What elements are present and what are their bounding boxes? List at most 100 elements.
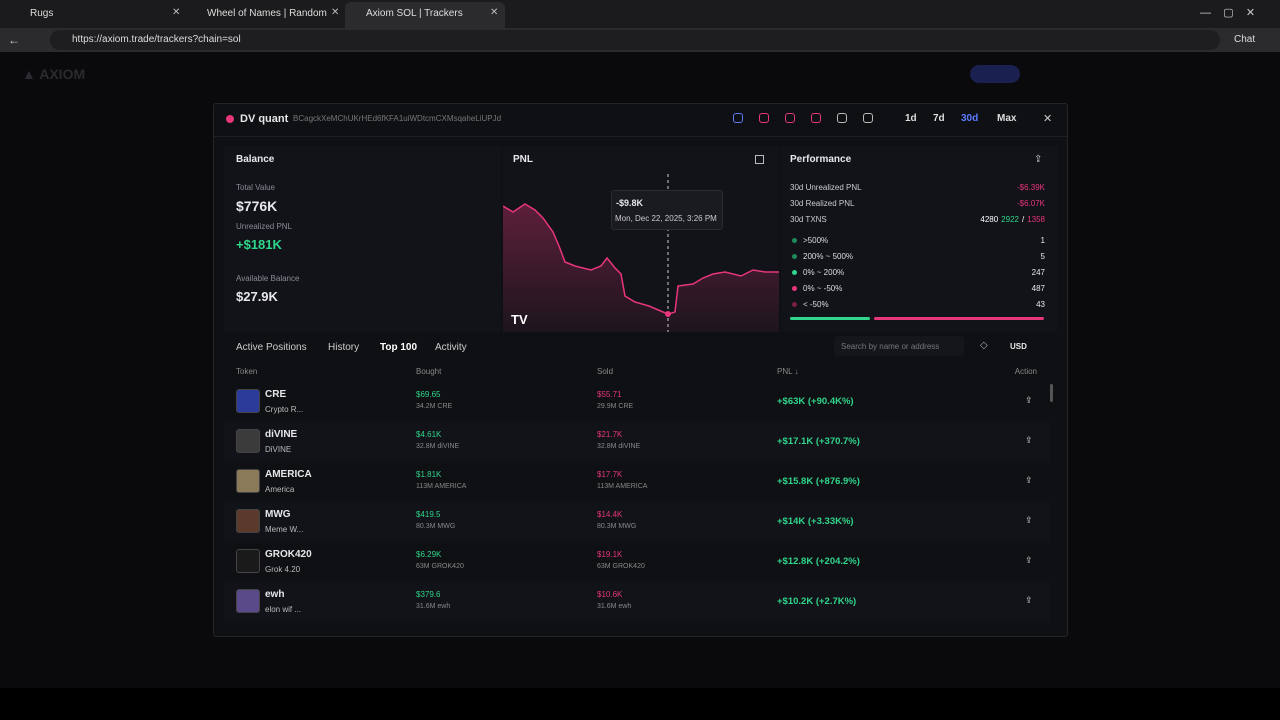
- close-button[interactable]: ✕: [1043, 113, 1053, 125]
- pnl-value: +$63K (+90.4K%): [777, 396, 854, 407]
- sold-value: $10.6K: [597, 590, 623, 599]
- bought-amount: 63M GROK420: [416, 563, 464, 570]
- timeframe-button[interactable]: 7d: [933, 113, 945, 124]
- table-row[interactable]: [224, 501, 1050, 541]
- browser-tab[interactable]: Rugs: [30, 8, 54, 19]
- wallet-icon: [226, 115, 234, 123]
- stat-label: 30d TXNS: [790, 215, 827, 224]
- browser-tab[interactable]: Axiom SOL | Trackers: [366, 8, 463, 19]
- header-icon[interactable]: [811, 113, 821, 123]
- table-row[interactable]: [224, 381, 1050, 421]
- txns-sells: 1358: [1027, 215, 1045, 224]
- token-symbol: GROK420: [265, 549, 312, 560]
- pnl-value: +$14K (+3.33K%): [777, 516, 854, 527]
- bucket-label: 200% ~ 500%: [803, 252, 854, 261]
- token-icon: [236, 389, 260, 413]
- txns: 4280 2922/1358: [980, 215, 1045, 224]
- share-button[interactable]: ⇪: [1025, 395, 1033, 405]
- bought-amount: 32.8M diVINE: [416, 443, 460, 450]
- column-header: Sold: [597, 367, 614, 376]
- share-button[interactable]: ⇪: [1025, 475, 1033, 485]
- token-symbol: AMERICA: [265, 469, 312, 480]
- back-button[interactable]: ←: [8, 33, 20, 47]
- column-header: Token: [236, 367, 258, 376]
- pnl-value: +$12.8K (+204.2%): [777, 556, 860, 567]
- timeframe-button[interactable]: 30d: [961, 113, 979, 124]
- sold-value: $17.7K: [597, 470, 623, 479]
- stat-label: 30d Realized PNL: [790, 199, 855, 208]
- pnl-area: [503, 204, 779, 332]
- token-name: Crypto R...: [265, 405, 304, 414]
- url[interactable]: https://axiom.trade/trackers?chain=sol: [72, 34, 241, 45]
- bucket-label: 0% ~ -50%: [803, 284, 843, 293]
- address-bar[interactable]: [50, 30, 1220, 50]
- share-button[interactable]: ⇪: [1025, 595, 1033, 605]
- tab-close[interactable]: ✕: [331, 7, 340, 18]
- tab-close[interactable]: ✕: [490, 7, 499, 18]
- search-placeholder[interactable]: Search by name or address: [841, 342, 940, 351]
- tab[interactable]: Activity: [435, 342, 467, 353]
- panel-title: Performance: [790, 154, 852, 165]
- tab-bar: [0, 0, 1280, 28]
- bought-amount: 34.2M CRE: [416, 403, 453, 410]
- header-icon[interactable]: [759, 113, 769, 123]
- header-icon[interactable]: [837, 113, 847, 123]
- share-icon[interactable]: ⇪: [1034, 154, 1043, 165]
- column-header[interactable]: PNL ↓: [777, 367, 799, 376]
- timeframe-button[interactable]: Max: [997, 113, 1017, 124]
- wallet-name: DV quant: [240, 113, 289, 125]
- sold-amount: 32.8M diVINE: [597, 443, 641, 450]
- tab[interactable]: Top 100: [380, 342, 418, 353]
- tooltip-value: -$9.8K: [616, 198, 644, 208]
- timeframe-button[interactable]: 1d: [905, 113, 917, 124]
- chat-button[interactable]: Chat: [1234, 34, 1256, 45]
- currency-toggle[interactable]: USD: [1010, 342, 1027, 351]
- browser-tab[interactable]: Wheel of Names | Random name ...: [207, 8, 327, 19]
- bucket-dot: [792, 286, 797, 291]
- stat-value: -$6.07K: [1016, 199, 1045, 208]
- label: Unrealized PNL: [236, 222, 293, 231]
- bucket-label: < -50%: [803, 300, 829, 309]
- bought-value: $6.29K: [416, 550, 442, 559]
- search-box[interactable]: [834, 336, 964, 356]
- share-button[interactable]: ⇪: [1025, 435, 1033, 445]
- header-icon[interactable]: [733, 113, 743, 123]
- total-value: $776K: [236, 198, 278, 214]
- window-controls[interactable]: — ▢ ✕: [1200, 7, 1256, 19]
- tab[interactable]: Active Positions: [236, 342, 307, 353]
- token-name: Grok 4.20: [265, 565, 301, 574]
- sold-amount: 80.3M MWG: [597, 523, 637, 530]
- header-icon[interactable]: [785, 113, 795, 123]
- token-icon: [236, 469, 260, 493]
- table-row[interactable]: [224, 541, 1050, 581]
- divider: [214, 136, 1067, 137]
- tab-close[interactable]: ✕: [172, 7, 181, 18]
- table-row[interactable]: [224, 421, 1050, 461]
- txns-total: 4280: [980, 215, 999, 224]
- bucket-dot: [792, 302, 797, 307]
- label: Total Value: [236, 183, 275, 192]
- stat-label: 30d Unrealized PNL: [790, 183, 862, 192]
- bucket-dot: [792, 238, 797, 243]
- table-row[interactable]: [224, 461, 1050, 501]
- header-icon[interactable]: [863, 113, 873, 123]
- token-symbol: ewh: [265, 589, 285, 600]
- share-button[interactable]: ⇪: [1025, 555, 1033, 565]
- share-button[interactable]: ⇪: [1025, 515, 1033, 525]
- wallet-address[interactable]: BCagckXeMChUKrHEd6fKFA1uiWDtcmCXMsqaheLi…: [293, 114, 502, 123]
- calendar-icon[interactable]: [755, 155, 764, 164]
- txns-buys: 2922: [1001, 215, 1019, 224]
- performance-panel: [781, 146, 1057, 332]
- token-symbol: CRE: [265, 389, 287, 400]
- bucket-count: 247: [1031, 268, 1045, 277]
- tab[interactable]: History: [328, 342, 360, 353]
- pnl-value: +$17.1K (+370.7%): [777, 436, 860, 447]
- table-row[interactable]: [224, 581, 1050, 621]
- filter-icon[interactable]: ◇: [980, 340, 988, 351]
- win-bar: [790, 317, 871, 320]
- column-header: Action: [1014, 367, 1037, 376]
- sold-amount: 113M AMERICA: [597, 483, 648, 490]
- sold-value: $19.1K: [597, 550, 623, 559]
- logo: ▲ AXIOM: [22, 66, 86, 82]
